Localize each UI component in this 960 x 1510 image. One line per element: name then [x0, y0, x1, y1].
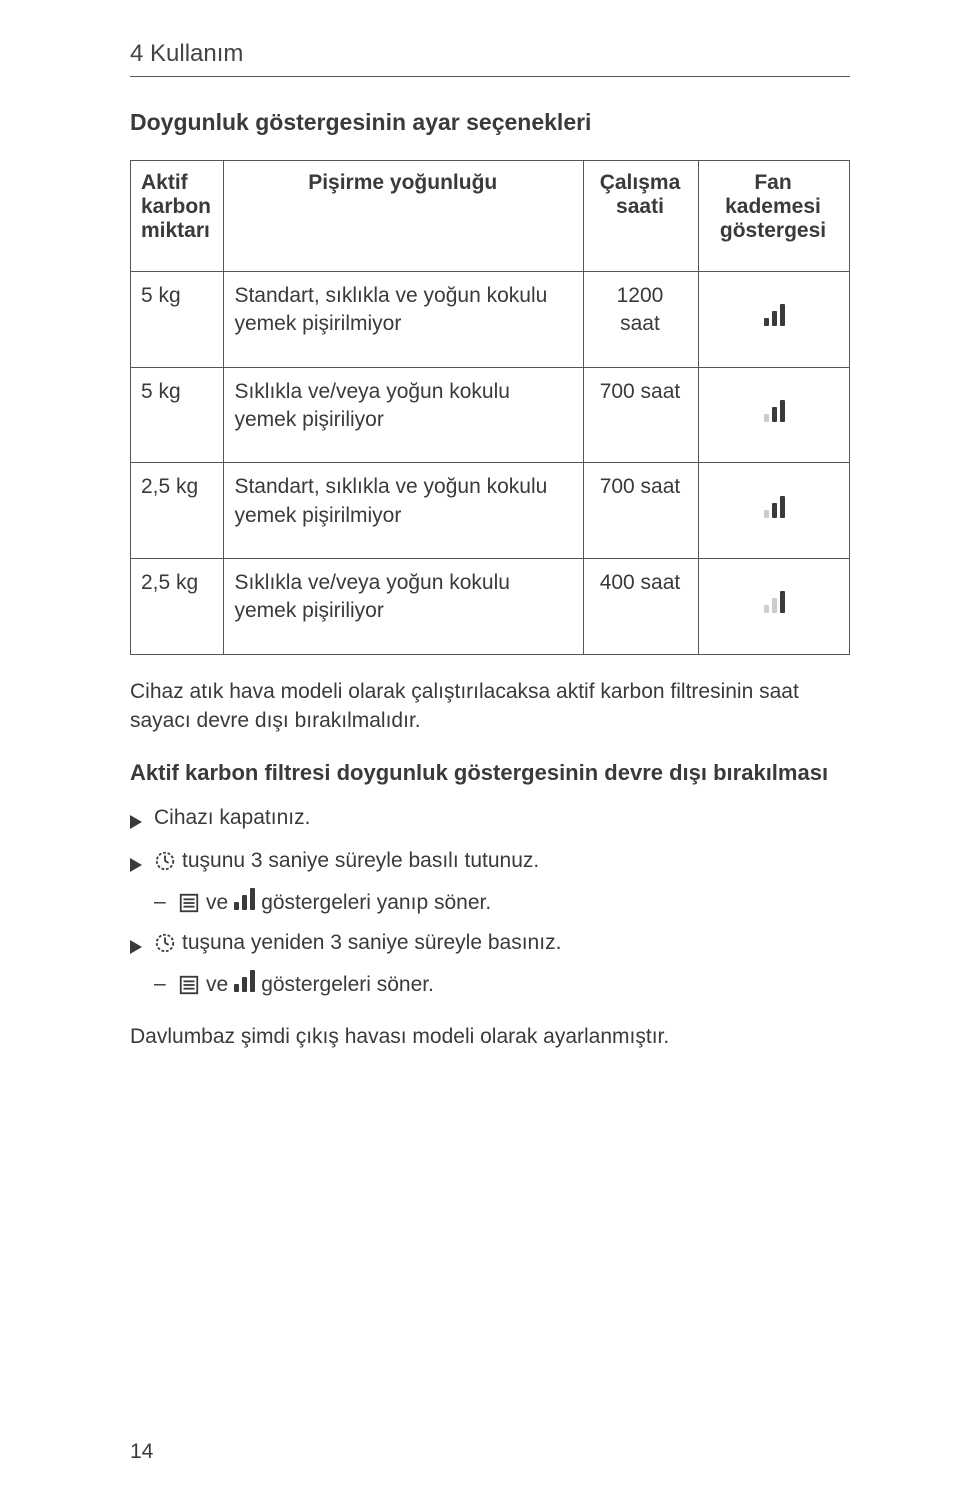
cell-amount: 2,5 kg: [131, 559, 224, 655]
cell-fan-indicator: [699, 559, 850, 655]
step-1-text: Cihazı kapatınız.: [154, 804, 850, 832]
cell-fan-indicator: [699, 272, 850, 368]
table-header-row: Aktif karbon miktarı Pişirme yoğunluğu Ç…: [131, 161, 850, 272]
table-body: 5 kgStandart, sıklıkla ve yoğun kokulu y…: [131, 272, 850, 655]
col-header-fan: Fan kademesi göstergesi: [699, 161, 850, 272]
step-3: tuşuna yeniden 3 saniye süreyle basınız.: [130, 929, 850, 962]
bars-icon: [764, 400, 785, 422]
step-2-sub: – ve göstergeleri yanıp söner.: [154, 888, 850, 918]
page-number: 14: [130, 1440, 153, 1464]
cell-desc: Standart, sıklıkla ve yoğun kokulu yemek…: [224, 272, 584, 368]
cell-time: 400 saat: [583, 559, 698, 655]
cell-time: 700 saat: [583, 463, 698, 559]
step-marker-icon: [130, 847, 154, 880]
section-header: 4 Kullanım: [130, 40, 850, 68]
paragraph-note: Cihaz atık hava modeli olarak çalıştırıl…: [130, 677, 850, 736]
bars-icon: [764, 591, 785, 613]
table-row: 5 kgStandart, sıklıkla ve yoğun kokulu y…: [131, 272, 850, 368]
header-rule: [130, 76, 850, 77]
cell-desc: Sıklıkla ve/veya yoğun kokulu yemek pişi…: [224, 559, 584, 655]
step-3-sub: – ve göstergeleri söner.: [154, 970, 850, 1000]
cell-time: 1200 saat: [583, 272, 698, 368]
bars-icon: [764, 304, 785, 326]
step-2-content: tuşunu 3 saniye süreyle basılı tutunuz.: [154, 847, 850, 875]
cell-fan-indicator: [699, 463, 850, 559]
page-subtitle: Doygunluk göstergesinin ayar seçenekleri: [130, 109, 850, 136]
filter-list-icon: [178, 892, 200, 914]
subheading-deactivate: Aktif karbon filtresi doygunluk gösterge…: [130, 760, 850, 786]
step-3-content: tuşuna yeniden 3 saniye süreyle basınız.: [154, 929, 850, 957]
step-1: Cihazı kapatınız.: [130, 804, 850, 837]
cell-desc: Sıklıkla ve/veya yoğun kokulu yemek pişi…: [224, 367, 584, 463]
cell-amount: 5 kg: [131, 272, 224, 368]
cell-amount: 5 kg: [131, 367, 224, 463]
step-marker-icon: [130, 804, 154, 837]
step-2-text: tuşunu 3 saniye süreyle basılı tutunuz.: [182, 847, 539, 875]
cell-amount: 2,5 kg: [131, 463, 224, 559]
bars-icon: [234, 888, 255, 918]
step-2-sub-text: göstergeleri yanıp söner.: [261, 889, 491, 917]
step-marker-icon: [130, 929, 154, 962]
table-row: 2,5 kgStandart, sıklıkla ve yoğun kokulu…: [131, 463, 850, 559]
closing-text: Davlumbaz şimdi çıkış havası modeli olar…: [130, 1022, 850, 1051]
clock-icon: [154, 850, 176, 872]
cell-fan-indicator: [699, 367, 850, 463]
substep-dash: –: [154, 888, 178, 916]
clock-icon: [154, 932, 176, 954]
step-2-sub-content: ve göstergeleri yanıp söner.: [178, 888, 850, 918]
page: 4 Kullanım Doygunluk göstergesinin ayar …: [0, 0, 960, 1510]
col-header-time: Çalışma saati: [583, 161, 698, 272]
table-row: 5 kgSıklıkla ve/veya yoğun kokulu yemek …: [131, 367, 850, 463]
bars-icon: [764, 496, 785, 518]
cell-desc: Standart, sıklıkla ve yoğun kokulu yemek…: [224, 463, 584, 559]
substep-dash: –: [154, 970, 178, 998]
table-row: 2,5 kgSıklıkla ve/veya yoğun kokulu yeme…: [131, 559, 850, 655]
and-word: ve: [206, 971, 228, 999]
step-3-sub-text: göstergeleri söner.: [261, 971, 434, 999]
step-2: tuşunu 3 saniye süreyle basılı tutunuz.: [130, 847, 850, 880]
col-header-amount: Aktif karbon miktarı: [131, 161, 224, 272]
cell-time: 700 saat: [583, 367, 698, 463]
step-3-text: tuşuna yeniden 3 saniye süreyle basınız.: [182, 929, 561, 957]
and-word: ve: [206, 889, 228, 917]
settings-table: Aktif karbon miktarı Pişirme yoğunluğu Ç…: [130, 160, 850, 655]
filter-list-icon: [178, 974, 200, 996]
bars-icon: [234, 970, 255, 1000]
step-3-sub-content: ve göstergeleri söner.: [178, 970, 850, 1000]
col-header-desc: Pişirme yoğunluğu: [224, 161, 584, 272]
